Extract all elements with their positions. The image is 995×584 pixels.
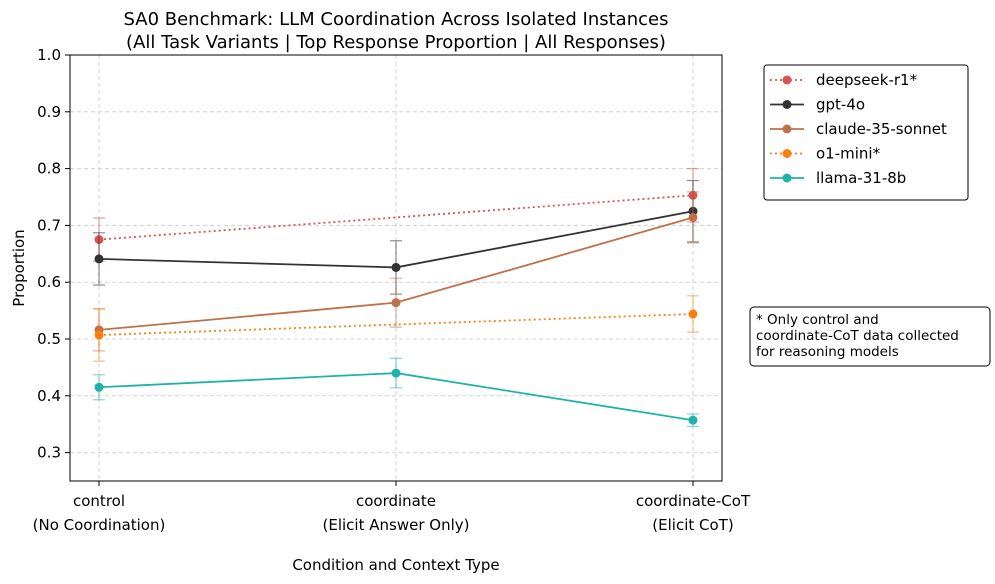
legend: deepseek-r1* gpt-4o claude-35-sonnet o1-min… [763, 64, 969, 201]
chart-title-line-1: SA0 Benchmark: LLM Coordination Across I… [124, 9, 669, 30]
data-point [688, 309, 698, 319]
x-tick-label: control [73, 492, 125, 510]
y-tick-label: 0.8 [37, 160, 61, 178]
series-line [98, 313, 694, 336]
series-line [98, 194, 694, 241]
data-point [94, 254, 104, 264]
y-tick-label: 0.4 [37, 387, 61, 405]
y-tick-label: 0.7 [37, 216, 61, 234]
series-o1-mini- [93, 295, 699, 362]
series-gpt-4o [93, 179, 699, 295]
y-tick-label: 1.0 [37, 46, 61, 64]
legend-marker-swatch [782, 124, 792, 134]
y-tick-label: 0.9 [37, 103, 61, 121]
annotation-box: * Only control and coordinate-CoT data c… [749, 306, 991, 367]
legend-label: gpt-4o [816, 96, 865, 114]
legend-marker-swatch [782, 75, 792, 85]
data-point [391, 298, 401, 308]
x-tick-sublabel: (No Coordination) [33, 516, 166, 534]
annotation-line-1: * Only control and [756, 312, 879, 328]
legend-frame [763, 64, 969, 201]
chart-title-line-2: (All Task Variants | Top Response Propor… [126, 32, 666, 53]
x-tick-sublabel: (Elicit CoT) [652, 516, 733, 534]
data-point [94, 330, 104, 340]
legend-marker-swatch [782, 149, 792, 158]
legend-item: claude-35-sonnet [770, 120, 947, 138]
y-axis-label: Proportion [10, 229, 28, 306]
legend-label: deepseek-r1* [816, 71, 918, 89]
y-tick-label: 0.3 [37, 444, 61, 462]
legend-marker-swatch [782, 173, 792, 183]
data-point [391, 262, 401, 272]
legend-label: llama-31-8b [816, 169, 906, 187]
data-point [391, 368, 401, 378]
legend-marker-swatch [782, 100, 792, 109]
annotation-line-2: coordinate-CoT data collected [756, 328, 959, 344]
legend-label: o1-mini* [816, 145, 881, 163]
y-axis: 0.3 0.4 0.5 0.6 0.7 0.8 0.9 1.0 [37, 46, 70, 462]
x-axis: control (No Coordination) coordinate (Elici… [33, 481, 751, 534]
annotation-frame [749, 306, 991, 367]
data-point [688, 212, 698, 222]
x-axis-label: Condition and Context Type [292, 556, 499, 574]
x-tick-label: coordinate-CoT [636, 492, 751, 510]
series-llama-31-8b [93, 357, 699, 428]
data-point [688, 415, 698, 425]
legend-item: llama-31-8b [770, 169, 906, 187]
x-tick-sublabel: (Elicit Answer Only) [323, 516, 470, 534]
annotation-line-3: for reasoning models [756, 344, 899, 360]
legend-label: claude-35-sonnet [816, 120, 947, 138]
legend-item: deepseek-r1* [770, 71, 918, 89]
data-point [94, 382, 104, 392]
x-tick-label: coordinate [356, 492, 436, 510]
y-tick-label: 0.5 [37, 330, 61, 348]
legend-item: o1-mini* [770, 145, 881, 163]
legend-item: gpt-4o [770, 96, 865, 114]
series [93, 168, 699, 428]
y-tick-label: 0.6 [37, 273, 61, 291]
